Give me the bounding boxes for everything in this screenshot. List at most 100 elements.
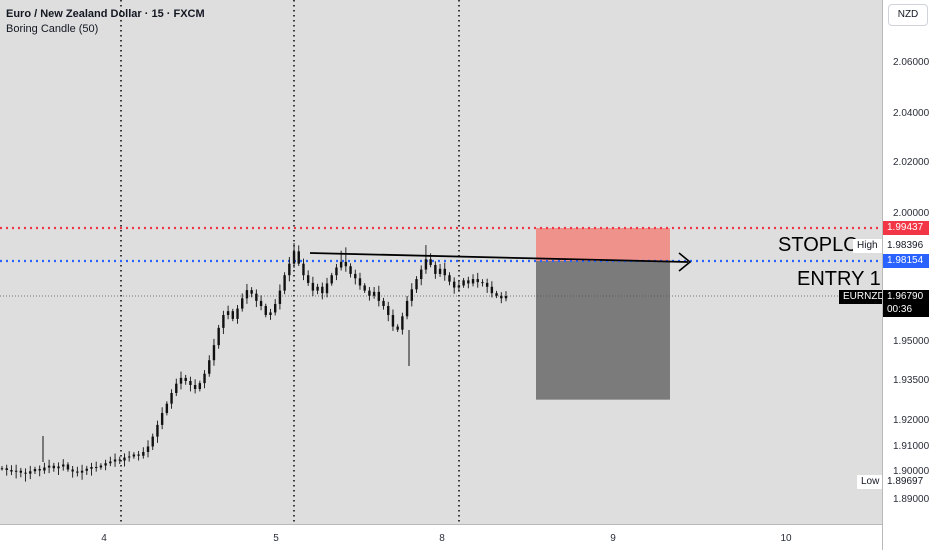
candle-body bbox=[66, 464, 70, 470]
price-tick-label: 2.00000 bbox=[893, 208, 930, 219]
stoploss-label[interactable]: STOPLOSS bbox=[778, 234, 858, 256]
time-tick-label: 8 bbox=[439, 533, 445, 544]
candle-body bbox=[76, 471, 79, 473]
candle-body bbox=[156, 424, 159, 437]
candle-body bbox=[471, 279, 475, 284]
candle-body bbox=[104, 463, 107, 466]
candle-body bbox=[193, 385, 197, 389]
time-axis[interactable]: 4 5 8 9 10 bbox=[0, 524, 882, 550]
candle-body bbox=[443, 268, 446, 276]
low-price-tag: 1.89697 bbox=[883, 475, 929, 489]
candle-body bbox=[452, 281, 456, 288]
price-tick-label: 1.90000 bbox=[893, 466, 930, 477]
candle-body bbox=[19, 470, 23, 473]
candle-body bbox=[160, 413, 164, 425]
candle-body bbox=[85, 468, 88, 471]
price-chart[interactable] bbox=[0, 0, 882, 524]
candle-body bbox=[38, 469, 41, 471]
candle-body bbox=[52, 465, 56, 469]
candle-body bbox=[151, 436, 154, 447]
candle-body bbox=[236, 308, 239, 319]
candle-body bbox=[485, 282, 489, 287]
candle-body bbox=[255, 293, 258, 301]
candle-body bbox=[467, 280, 470, 284]
candle-body bbox=[476, 279, 479, 283]
candle-body bbox=[269, 312, 272, 316]
candle-body bbox=[95, 467, 98, 468]
time-tick-label: 5 bbox=[273, 533, 279, 544]
low-label: Low bbox=[857, 475, 884, 489]
candle-body bbox=[330, 275, 333, 284]
candle-body bbox=[434, 264, 437, 274]
candle-body bbox=[231, 311, 235, 319]
candle-body bbox=[354, 273, 357, 279]
currency-button[interactable]: NZD bbox=[888, 4, 928, 26]
price-tick-label: 1.95000 bbox=[893, 336, 930, 347]
price-tick-label: 1.92000 bbox=[893, 415, 930, 426]
chart-legend: Euro / New Zealand Dollar · 15 · FXCM Bo… bbox=[6, 7, 205, 37]
candle-body bbox=[382, 300, 385, 307]
candle-body bbox=[142, 452, 145, 456]
candle-body bbox=[273, 303, 277, 313]
reward-zone bbox=[536, 261, 670, 400]
candle-body bbox=[311, 282, 315, 291]
candle-body bbox=[62, 464, 65, 467]
candle-body bbox=[325, 283, 329, 294]
indicator-label[interactable]: Boring Candle (50) bbox=[6, 23, 99, 35]
price-tick-label: 1.93500 bbox=[893, 375, 930, 386]
candle-body bbox=[448, 275, 451, 282]
countdown-tag: 00:36 bbox=[883, 303, 929, 317]
candle-body bbox=[321, 286, 324, 294]
candle-body bbox=[438, 268, 442, 274]
candle-body bbox=[175, 383, 178, 393]
candle-body bbox=[368, 290, 371, 296]
candle-body bbox=[109, 461, 112, 464]
candle-body bbox=[14, 470, 18, 472]
candle-body bbox=[297, 251, 300, 264]
candle-body bbox=[29, 471, 32, 474]
candle-body bbox=[429, 259, 432, 265]
candle-body bbox=[184, 377, 187, 381]
candle-body bbox=[259, 300, 263, 307]
candle-body bbox=[344, 261, 348, 267]
candle-body bbox=[10, 470, 13, 472]
candle-body bbox=[47, 465, 51, 468]
candle-body bbox=[302, 263, 305, 276]
candle-body bbox=[391, 315, 395, 327]
chart-canvas[interactable]: Euro / New Zealand Dollar · 15 · FXCM Bo… bbox=[0, 0, 889, 524]
candle-body bbox=[179, 377, 183, 384]
risk-zone bbox=[536, 228, 670, 261]
trend-line bbox=[309, 252, 689, 263]
candle-body bbox=[90, 467, 93, 469]
candle-body bbox=[212, 345, 216, 361]
candle-body bbox=[137, 454, 140, 456]
candle-body bbox=[495, 293, 498, 296]
candle-body bbox=[245, 290, 249, 299]
candle-body bbox=[99, 465, 103, 468]
symbol-title[interactable]: Euro / New Zealand Dollar · 15 · FXCM bbox=[6, 8, 205, 20]
time-tick-label: 4 bbox=[101, 533, 107, 544]
candle-body bbox=[288, 263, 291, 276]
price-tick-label: 2.04000 bbox=[893, 108, 930, 119]
candle-body bbox=[127, 456, 131, 458]
candle-body bbox=[401, 316, 404, 330]
candle-body bbox=[198, 383, 202, 389]
candle-body bbox=[250, 290, 253, 294]
candle-body bbox=[358, 278, 362, 286]
current-price-tag: 1.96790 bbox=[883, 290, 929, 304]
candle-body bbox=[132, 454, 136, 457]
candle-body bbox=[33, 469, 37, 472]
time-tick-label: 10 bbox=[780, 533, 792, 544]
candle-body bbox=[363, 285, 366, 291]
candle-body bbox=[349, 266, 352, 274]
price-axis[interactable]: NZD 2.06000 2.04000 2.02000 2.00000 1.95000 1… bbox=[882, 0, 932, 550]
candle-body bbox=[424, 259, 428, 270]
entry-label[interactable]: ENTRY 1 bbox=[797, 268, 881, 290]
candle-body bbox=[316, 286, 319, 291]
candle-body bbox=[170, 393, 173, 404]
symbol-label: EURNZD bbox=[839, 290, 889, 304]
candle-body bbox=[217, 327, 220, 346]
candle-body bbox=[405, 300, 409, 317]
candle-body bbox=[396, 326, 399, 330]
candle-body bbox=[335, 267, 338, 276]
